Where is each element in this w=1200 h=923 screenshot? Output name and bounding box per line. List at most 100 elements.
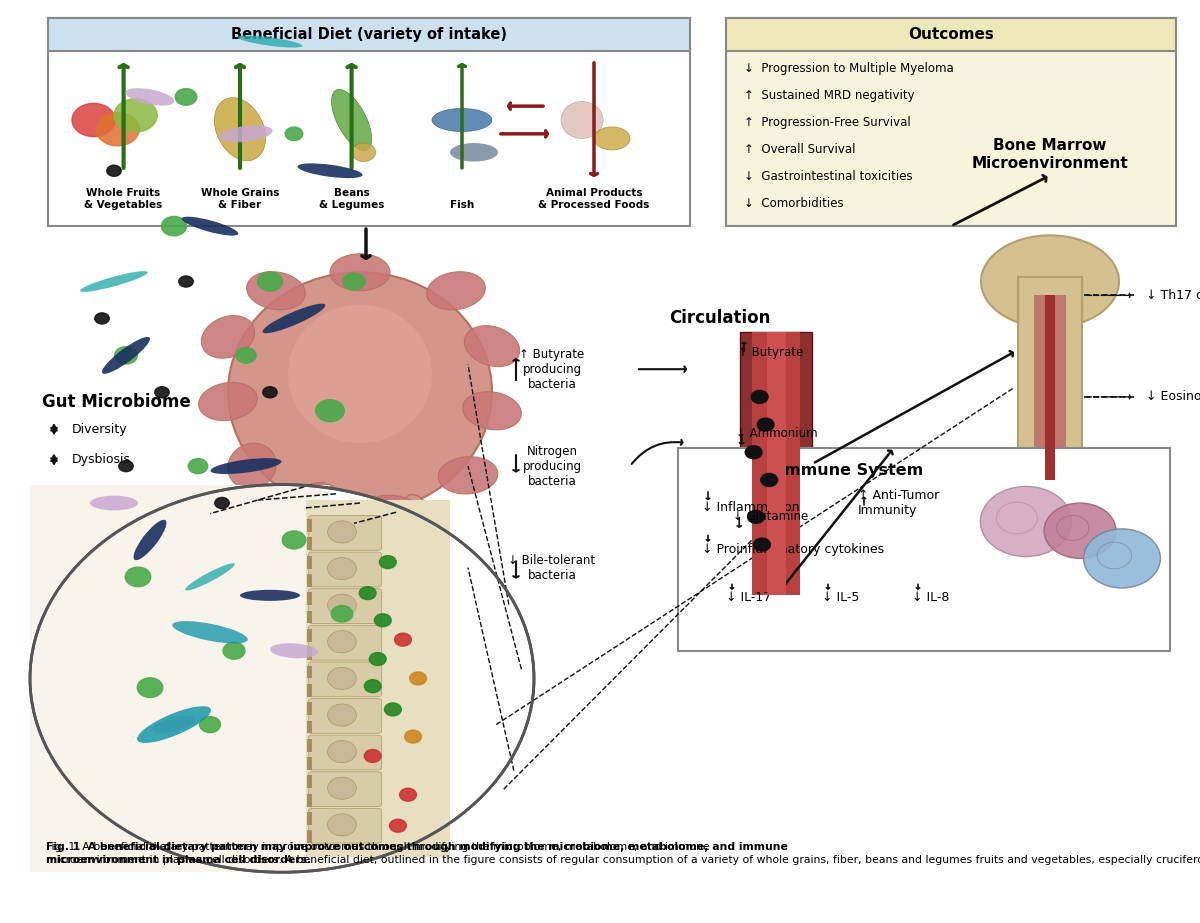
Bar: [306, 500, 450, 857]
Bar: [307, 794, 312, 807]
Circle shape: [199, 716, 221, 733]
Bar: [307, 647, 312, 660]
Circle shape: [751, 390, 768, 403]
Circle shape: [1044, 503, 1116, 558]
Ellipse shape: [133, 520, 167, 560]
Ellipse shape: [432, 108, 492, 132]
Circle shape: [30, 485, 534, 872]
Circle shape: [331, 605, 353, 622]
Circle shape: [980, 486, 1072, 557]
Text: ↓ IL-17: ↓ IL-17: [726, 591, 772, 604]
Circle shape: [390, 820, 407, 833]
Circle shape: [286, 127, 302, 140]
Circle shape: [236, 348, 256, 363]
Bar: [307, 738, 312, 751]
Ellipse shape: [562, 102, 604, 138]
Text: ↑  Overall Survival: ↑ Overall Survival: [744, 143, 856, 156]
Text: ↓ IL-5: ↓ IL-5: [822, 591, 859, 604]
Text: ↓ Inflammation: ↓ Inflammation: [702, 501, 799, 514]
Circle shape: [374, 614, 391, 627]
Circle shape: [316, 400, 344, 422]
Text: Fig. 1  A beneficial dietary pattern may improve outcomes through modifying the : Fig. 1 A beneficial dietary pattern may …: [46, 842, 787, 865]
Ellipse shape: [352, 143, 376, 162]
Text: Gut Microbiome: Gut Microbiome: [42, 392, 191, 411]
Circle shape: [137, 677, 163, 698]
Circle shape: [365, 749, 382, 762]
Ellipse shape: [238, 35, 302, 48]
Bar: [307, 812, 312, 825]
Bar: [307, 629, 312, 641]
Circle shape: [1084, 529, 1160, 588]
Circle shape: [328, 521, 356, 543]
Text: Beneficial Diet (variety of intake): Beneficial Diet (variety of intake): [230, 27, 508, 42]
Circle shape: [162, 217, 186, 235]
Circle shape: [328, 557, 356, 580]
Bar: [307, 537, 312, 550]
FancyBboxPatch shape: [308, 699, 382, 733]
Text: ↓ IL-8: ↓ IL-8: [912, 591, 949, 604]
Text: Bone Marrow
Microenvironment: Bone Marrow Microenvironment: [972, 138, 1128, 171]
Circle shape: [757, 418, 774, 431]
Ellipse shape: [403, 495, 437, 548]
Circle shape: [379, 556, 396, 569]
Text: Circulation: Circulation: [670, 309, 770, 328]
FancyBboxPatch shape: [678, 448, 1170, 651]
Circle shape: [745, 446, 762, 459]
Ellipse shape: [263, 304, 325, 333]
Text: Whole Grains
& Fiber: Whole Grains & Fiber: [200, 188, 280, 210]
Ellipse shape: [240, 590, 300, 601]
Circle shape: [761, 473, 778, 486]
FancyBboxPatch shape: [48, 18, 690, 51]
Circle shape: [263, 387, 277, 398]
Circle shape: [400, 788, 416, 801]
Ellipse shape: [270, 643, 318, 658]
Circle shape: [188, 459, 208, 473]
FancyBboxPatch shape: [308, 662, 382, 697]
Ellipse shape: [331, 90, 372, 150]
FancyBboxPatch shape: [48, 18, 690, 226]
Ellipse shape: [247, 271, 305, 310]
Text: ↓ Bile-tolerant
bacteria: ↓ Bile-tolerant bacteria: [509, 554, 595, 581]
Bar: [307, 684, 312, 697]
Ellipse shape: [202, 316, 254, 358]
Bar: [307, 593, 312, 605]
Ellipse shape: [199, 382, 257, 421]
Ellipse shape: [181, 217, 239, 235]
Circle shape: [115, 347, 137, 364]
Circle shape: [328, 630, 356, 653]
Bar: [307, 556, 312, 569]
Ellipse shape: [185, 563, 235, 591]
Circle shape: [258, 272, 282, 291]
Text: ↑  Sustained MRD negativity: ↑ Sustained MRD negativity: [744, 90, 914, 102]
Text: Immune System: Immune System: [778, 463, 923, 478]
Text: Animal Products
& Processed Foods: Animal Products & Processed Foods: [539, 188, 649, 210]
Text: ↓ Th17 cells: ↓ Th17 cells: [1146, 289, 1200, 302]
Ellipse shape: [298, 163, 362, 178]
Bar: [767, 332, 786, 595]
FancyBboxPatch shape: [308, 809, 382, 844]
Text: ↑ Butyrate: ↑ Butyrate: [738, 346, 803, 359]
Bar: [307, 721, 312, 733]
Circle shape: [179, 276, 193, 287]
Text: ↓ Ammonium: ↓ Ammonium: [736, 427, 817, 440]
Circle shape: [114, 99, 157, 132]
Circle shape: [365, 679, 382, 692]
Ellipse shape: [594, 127, 630, 150]
Text: ↑  Progression-Free Survival: ↑ Progression-Free Survival: [744, 116, 911, 129]
Ellipse shape: [215, 98, 265, 161]
Circle shape: [395, 633, 412, 646]
Ellipse shape: [126, 89, 174, 105]
Circle shape: [328, 704, 356, 726]
Bar: [307, 665, 312, 678]
Circle shape: [409, 672, 426, 685]
Circle shape: [282, 531, 306, 549]
Bar: [307, 574, 312, 587]
Circle shape: [155, 387, 169, 398]
Ellipse shape: [102, 337, 150, 374]
Bar: [307, 611, 312, 624]
Bar: [1034, 295, 1066, 480]
Ellipse shape: [287, 483, 337, 523]
Bar: [740, 332, 812, 595]
Text: Outcomes: Outcomes: [908, 27, 994, 42]
Bar: [307, 702, 312, 715]
